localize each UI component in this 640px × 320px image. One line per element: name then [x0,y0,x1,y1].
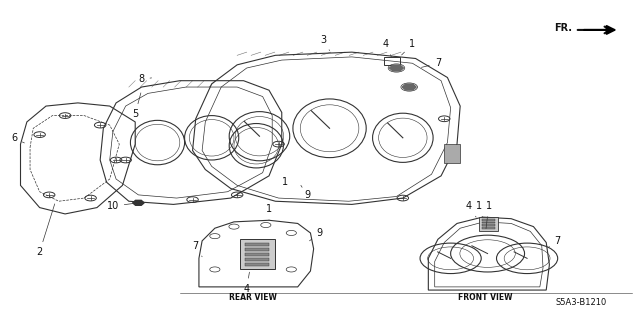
Text: 1: 1 [486,201,492,228]
Text: FRONT VIEW: FRONT VIEW [458,293,513,302]
Text: 7: 7 [422,59,441,68]
Bar [444,144,460,163]
Text: 4: 4 [383,39,392,57]
Text: 2: 2 [36,204,55,257]
Text: 4: 4 [244,272,250,294]
Bar [245,263,269,266]
Polygon shape [390,65,403,71]
Text: 7: 7 [193,241,202,257]
Text: 1: 1 [476,201,483,217]
Bar [245,243,269,246]
Text: 8: 8 [138,74,152,84]
Text: 9: 9 [310,228,323,241]
Text: 4: 4 [465,201,476,217]
Text: S5A3-B1210: S5A3-B1210 [556,298,607,307]
Bar [482,227,495,229]
Bar [482,224,495,226]
Text: 5: 5 [132,93,141,119]
Polygon shape [402,84,416,90]
Text: REAR VIEW: REAR VIEW [229,293,277,302]
Bar [241,239,275,269]
Bar [384,57,399,65]
Text: 7: 7 [548,236,561,247]
Text: FR.: FR. [554,23,572,33]
Text: 10: 10 [106,201,136,211]
Text: 1: 1 [282,177,288,188]
Text: 1: 1 [402,39,415,55]
Bar [482,221,495,223]
Polygon shape [132,200,144,205]
Bar [245,253,269,256]
Text: 6: 6 [11,133,24,143]
Text: 3: 3 [320,35,330,51]
Text: 1: 1 [266,204,272,220]
Text: 9: 9 [301,185,310,200]
Bar [482,219,495,220]
Bar [479,217,499,231]
Bar [245,258,269,261]
Bar [245,248,269,251]
